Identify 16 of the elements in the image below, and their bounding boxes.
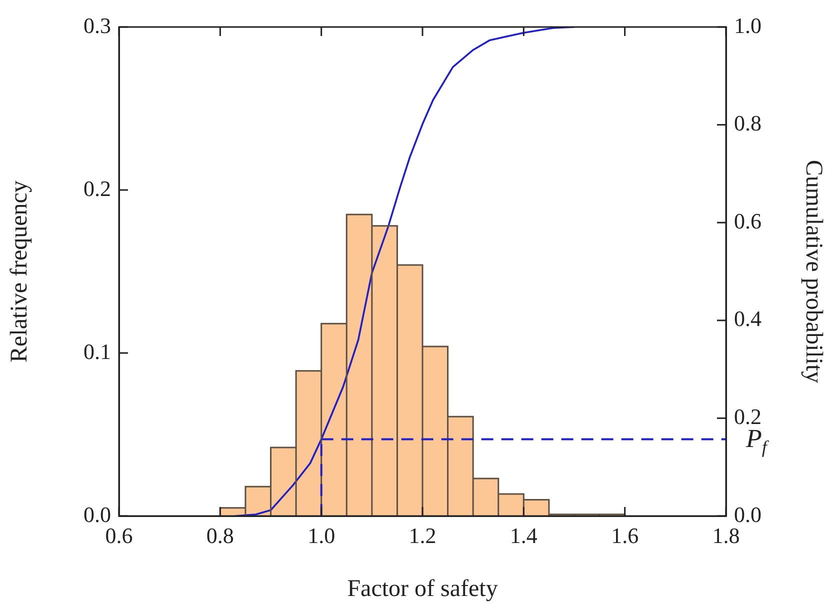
x-axis-title: Factor of safety — [347, 576, 498, 602]
x-tick-label: 1.4 — [510, 522, 538, 548]
x-tick-label: 0.8 — [206, 522, 234, 548]
y2-tick-label: 1.0 — [734, 12, 762, 38]
y2-tick-label: 0.2 — [734, 404, 762, 429]
y2-tick-label: 0.6 — [734, 208, 762, 234]
y-tick-label: 0.1 — [84, 338, 111, 364]
y2-tick-label: 0.8 — [734, 110, 762, 136]
y2-tick-label: 0.4 — [734, 306, 762, 332]
y-tick-label: 0.3 — [84, 12, 111, 38]
y-axis-title: Relative frequency — [6, 180, 33, 362]
x-tick-label: 1.2 — [408, 522, 436, 548]
x-tick-label: 1.0 — [308, 522, 336, 548]
y-tick-label: 0.2 — [84, 176, 111, 201]
x-tick-label: 1.6 — [611, 522, 639, 548]
y2-axis-title: Cumulative probability — [800, 160, 826, 384]
